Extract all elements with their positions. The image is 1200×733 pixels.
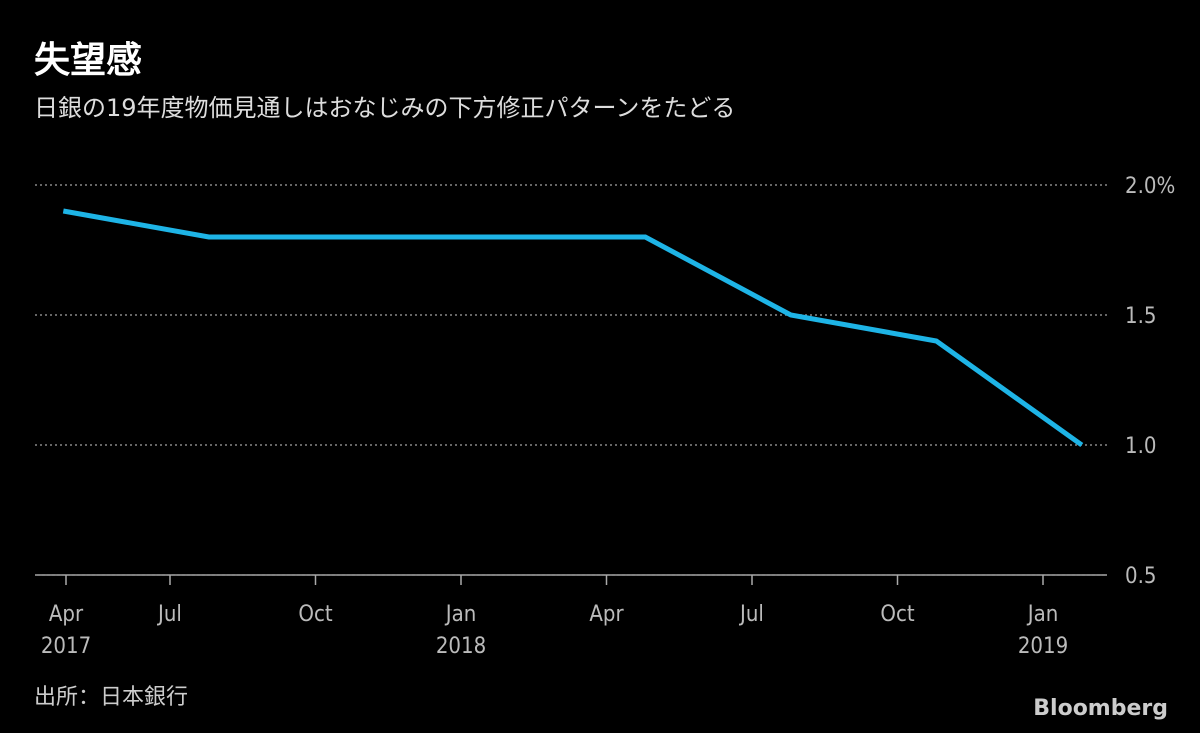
- y-tick-label: 1.0: [1125, 434, 1156, 459]
- chart-subtitle: 日銀の19年度物価見通しはおなじみの下方修正パターンをたどる: [34, 94, 735, 122]
- chart-title: 失望感: [34, 40, 142, 81]
- brand-logo: Bloomberg: [1033, 696, 1168, 721]
- x-tick-year: 2017: [41, 634, 91, 659]
- y-tick-label: 1.5: [1125, 304, 1156, 329]
- data-line: [62, 208, 1084, 448]
- x-tick-label: Oct: [298, 602, 332, 627]
- x-tick-label: Jan: [444, 602, 477, 627]
- source: 出所：日本銀行: [34, 685, 188, 710]
- y-tick-label: 0.5: [1125, 564, 1156, 589]
- x-tick-label: Apr: [49, 602, 84, 627]
- x-tick-label: Jul: [738, 602, 764, 627]
- x-tick-year: 2018: [436, 634, 486, 659]
- x-tick-label: Jan: [1026, 602, 1059, 627]
- x-tick-year: 2019: [1018, 634, 1068, 659]
- x-tick-label: Oct: [880, 602, 914, 627]
- x-tick-label: Apr: [589, 602, 624, 627]
- y-tick-label: 2.0%: [1125, 174, 1175, 199]
- x-tick-label: Jul: [156, 602, 182, 627]
